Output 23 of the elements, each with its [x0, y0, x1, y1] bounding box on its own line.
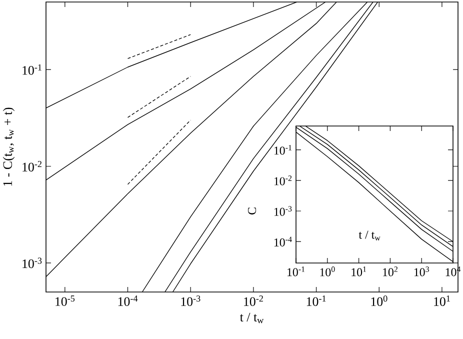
y-tick-label: 10$^{-1}$ — [22, 64, 42, 75]
x-tick-label: 10$^{3}$ — [414, 266, 430, 276]
x-tick-label: 10$^{0}$ — [320, 266, 335, 276]
y-tick-label: 10$^{-3}$ — [22, 258, 42, 268]
x-tick-label: 10$^{-3}$ — [181, 296, 200, 306]
y-axis-title: C — [248, 208, 256, 214]
x-tick-label: 10$^{1}$ — [434, 296, 450, 306]
y-tick-label: 10$^{-4}$ — [274, 236, 292, 246]
y-tick-label: 10$^{-2}$ — [274, 176, 292, 186]
x-tick-label: 10$^{0}$ — [371, 296, 388, 306]
x-axis-title: t / t$_{w}$ — [240, 312, 264, 324]
x-tick-label: 10$^{2}$ — [383, 266, 398, 276]
y-axis-title: 1 - C(t$_{w}$, t$_{w}$ + t) — [2, 108, 15, 186]
x-tick-label: 10$^{-4}$ — [118, 296, 138, 306]
x-tick-label: 10$^{-2}$ — [244, 296, 263, 306]
x-tick-label: 10$^{-5}$ — [56, 296, 75, 306]
y-tick-label: 10$^{-3}$ — [274, 206, 292, 216]
y-tick-label: 10$^{-1}$ — [274, 144, 292, 155]
y-tick-label: 10$^{-2}$ — [22, 161, 42, 172]
x-tick-label: 10$^{1}$ — [352, 266, 366, 276]
x-tick-label: 10$^{-1}$ — [306, 296, 326, 306]
x-axis-title: t / t$_{w}$ — [358, 230, 380, 240]
x-tick-label: 10$^{-1}$ — [288, 266, 305, 276]
